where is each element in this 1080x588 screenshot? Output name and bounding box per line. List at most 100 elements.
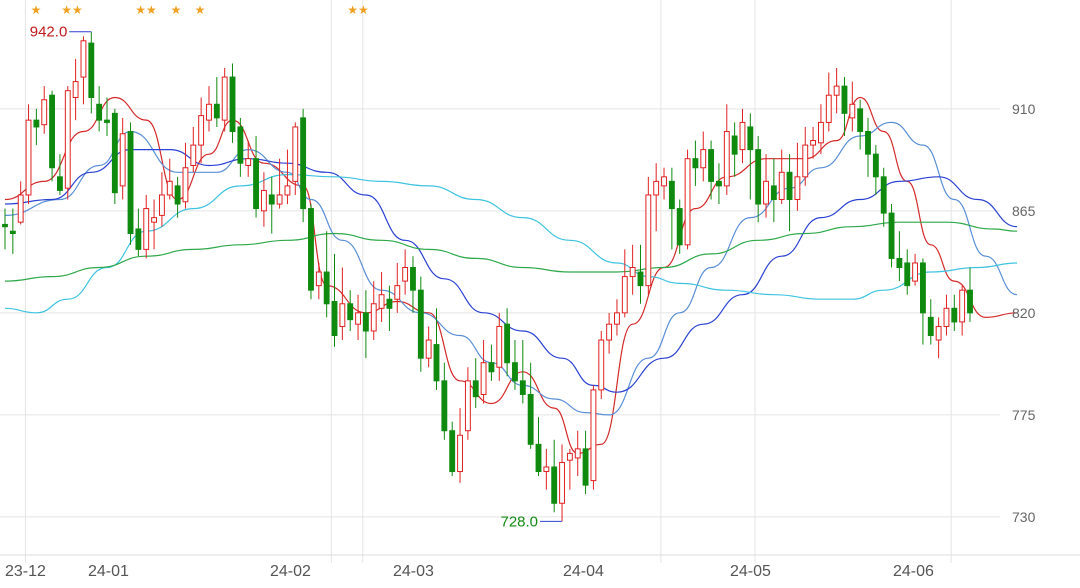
candle: [370, 281, 377, 341]
candle-body-up: [825, 94, 832, 123]
candle: [488, 344, 495, 381]
candle: [284, 149, 291, 205]
candle: [770, 158, 777, 223]
candle: [300, 108, 307, 223]
candle: [527, 362, 534, 449]
candle: [857, 99, 864, 150]
candle-body-down: [386, 298, 393, 309]
candle-body-up: [645, 194, 652, 287]
candle-body-up: [206, 103, 212, 121]
candle: [347, 290, 354, 331]
candle: [833, 68, 840, 114]
candle-body-down: [33, 119, 40, 128]
candle-body-up: [158, 194, 165, 216]
candle: [504, 308, 511, 377]
candles: [2, 31, 973, 522]
candle: [206, 86, 212, 132]
candle: [535, 417, 542, 477]
candle-body-up: [425, 339, 432, 359]
x-tick-label: 24-01: [88, 563, 129, 580]
candle: [825, 72, 832, 132]
candle: [402, 249, 409, 295]
candle: [96, 86, 103, 132]
candle-body-up: [566, 452, 573, 461]
candle-body-down: [904, 262, 911, 287]
candle-body-up: [245, 158, 252, 166]
candle-body-up: [370, 303, 377, 332]
candle-body-down: [676, 208, 683, 246]
candle: [731, 122, 738, 177]
candle: [56, 154, 63, 195]
candle: [221, 68, 228, 132]
candle-body-up: [64, 90, 71, 189]
candle-body-down: [9, 230, 16, 234]
star-marker: ★★: [135, 3, 157, 17]
candle-body-down: [637, 271, 644, 287]
candle: [378, 272, 385, 322]
candle-body-up: [260, 189, 267, 212]
candle-body-up: [284, 185, 291, 196]
candle-body-down: [268, 194, 275, 205]
star-marker: ★★: [347, 3, 369, 17]
candle: [268, 176, 275, 234]
candle-body-up: [810, 140, 817, 146]
candle: [119, 117, 126, 200]
candle: [394, 262, 401, 313]
candle-body-up: [574, 448, 581, 459]
candle: [708, 140, 715, 200]
candle: [896, 231, 903, 282]
candle-body-down: [880, 176, 887, 214]
candle: [182, 142, 189, 209]
candle: [441, 362, 448, 440]
candle-body-up: [959, 289, 966, 323]
candle-body-up: [653, 180, 660, 196]
candle-body-down: [56, 176, 63, 191]
candle: [457, 408, 463, 483]
candle: [425, 326, 432, 368]
candle-body-down: [770, 185, 777, 200]
candle-body-up: [723, 130, 730, 187]
candle: [700, 131, 707, 182]
candle: [9, 208, 16, 254]
candle-body-down: [472, 380, 479, 398]
candle-body-down: [104, 119, 110, 123]
ma-line-ma-green: [4, 221, 1018, 282]
candle: [684, 149, 691, 250]
candle: [472, 358, 479, 409]
candle-body-up: [912, 262, 919, 282]
candle-body-up: [590, 389, 597, 482]
candle-body-down: [174, 185, 181, 205]
candle: [198, 97, 205, 164]
candle: [88, 31, 95, 114]
x-tick-label: 24-02: [270, 563, 311, 580]
candle: [49, 90, 56, 182]
y-tick-label: 730: [1012, 509, 1036, 525]
axis-labels: 910 865 820 775 730 23-12 24-01 24-02 24-03 24-04…: [5, 101, 1036, 580]
candle: [127, 122, 134, 245]
candle: [464, 367, 471, 440]
candle: [872, 145, 879, 195]
candle-body-down: [951, 307, 958, 323]
candle: [668, 167, 675, 250]
candle-body-up: [849, 103, 856, 119]
candle: [590, 385, 597, 490]
candle: [645, 176, 652, 295]
candle-body-down: [308, 208, 314, 291]
candle-body-down: [865, 130, 871, 155]
candle-body-up: [763, 180, 769, 205]
candle-body-down: [504, 323, 511, 364]
x-tick-label: 23-12: [5, 563, 46, 580]
candle: [755, 136, 762, 223]
candle-body-down: [488, 362, 495, 373]
candle-body-down: [253, 158, 259, 210]
candle: [951, 294, 958, 331]
candle-body-up: [166, 180, 173, 196]
candle: [904, 249, 911, 295]
candle-body-up: [598, 339, 605, 391]
candle-body-up: [778, 171, 785, 200]
ma-line-ma-mid: [4, 121, 1018, 416]
candle-body-down: [410, 267, 416, 291]
